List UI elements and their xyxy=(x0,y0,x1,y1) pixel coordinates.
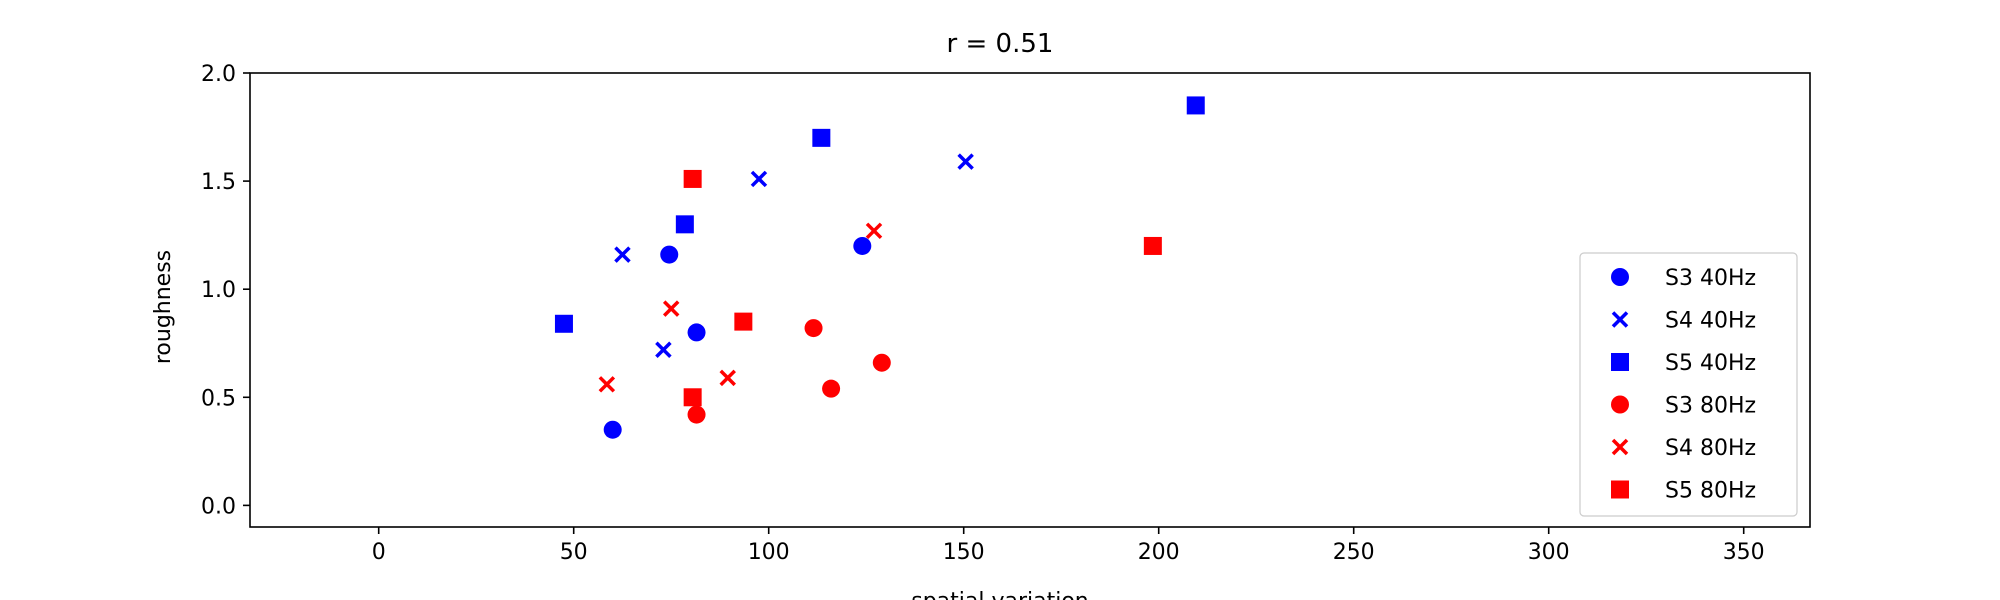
legend: S3 40Hz S4 40Hz S5 40Hz S3 80Hz S4 80Hz S5 80… xyxy=(1579,252,1798,517)
point-s4-80hz xyxy=(865,222,883,240)
x-stroke xyxy=(957,153,974,170)
x-axis-label: spatial variation xyxy=(911,589,1089,600)
legend-frame xyxy=(1579,252,1798,517)
y-tick-label: 0.0 xyxy=(201,494,236,519)
legend-label: S4 40Hz xyxy=(1665,309,1756,334)
point-s4-80hz xyxy=(598,376,616,393)
legend-label: S5 40Hz xyxy=(1665,351,1756,376)
y-axis-label: roughness xyxy=(151,250,176,364)
point-s4-80hz xyxy=(662,300,680,317)
point-s4-80hz xyxy=(719,369,736,387)
point-s3-80hz xyxy=(872,353,891,372)
point-s5-80hz xyxy=(683,169,702,188)
y-tick-label: 2.0 xyxy=(201,62,236,87)
point-s4-40hz xyxy=(655,341,672,358)
point-s4-40hz xyxy=(957,153,974,170)
point-s5-40hz xyxy=(675,215,694,234)
x-tick-label: 300 xyxy=(1528,540,1570,565)
x-stroke xyxy=(655,341,672,358)
x-tick-label: 100 xyxy=(748,540,790,565)
point-s5-40hz xyxy=(554,314,573,333)
x-stroke xyxy=(1611,311,1629,328)
x-stroke xyxy=(719,369,736,387)
point-s3-40hz xyxy=(660,245,679,264)
y-tick-label: 1.5 xyxy=(201,170,236,195)
x-stroke xyxy=(865,222,883,240)
plot-frame xyxy=(249,72,1811,528)
point-s3-40hz xyxy=(603,420,622,439)
point-s5-40hz xyxy=(812,128,831,147)
point-s3-80hz xyxy=(822,379,841,398)
point-s3-40hz xyxy=(687,323,706,342)
point-s5-80hz xyxy=(734,312,753,331)
y-tick-label: 0.5 xyxy=(201,386,236,411)
x-tick-label: 50 xyxy=(560,540,588,565)
chart-title: r = 0.51 xyxy=(947,29,1054,59)
point-s3-40hz xyxy=(853,236,872,255)
legend-label: S5 80Hz xyxy=(1665,479,1756,504)
x-stroke xyxy=(1611,438,1629,456)
point-s5-80hz xyxy=(1143,236,1162,255)
plot-area: 0 50 100 150 200 250 300 350 0.0 0.5 1.0 1.5 2.0 xyxy=(201,62,1811,565)
legend-marker-s5-40hz xyxy=(1611,353,1629,371)
legend-marker-s3-80hz xyxy=(1611,395,1629,414)
x-stroke xyxy=(662,300,680,317)
x-tick-label: 200 xyxy=(1138,540,1180,565)
y-tick-label: 1.0 xyxy=(201,278,236,303)
x-tick-label: 350 xyxy=(1723,540,1765,565)
legend-marker-s4-40hz xyxy=(1611,311,1629,328)
legend-marker-s5-80hz xyxy=(1611,480,1629,499)
point-s4-40hz xyxy=(750,170,768,188)
point-s4-40hz xyxy=(614,246,631,263)
x-stroke xyxy=(614,246,631,263)
point-s3-80hz xyxy=(804,319,823,338)
x-stroke xyxy=(598,376,616,393)
point-s5-80hz xyxy=(683,388,702,407)
x-tick-label: 0 xyxy=(372,540,386,565)
point-s5-40hz xyxy=(1186,96,1205,115)
legend-marker-s4-80hz xyxy=(1611,438,1629,456)
legend-label: S3 40Hz xyxy=(1665,266,1756,291)
legend-label: S4 80Hz xyxy=(1665,436,1756,461)
legend-label: S3 80Hz xyxy=(1665,394,1756,419)
legend-marker-s3-40hz xyxy=(1611,268,1629,286)
x-tick-label: 150 xyxy=(943,540,985,565)
x-stroke xyxy=(750,170,768,188)
x-tick-label: 250 xyxy=(1333,540,1375,565)
point-s3-80hz xyxy=(687,405,706,424)
